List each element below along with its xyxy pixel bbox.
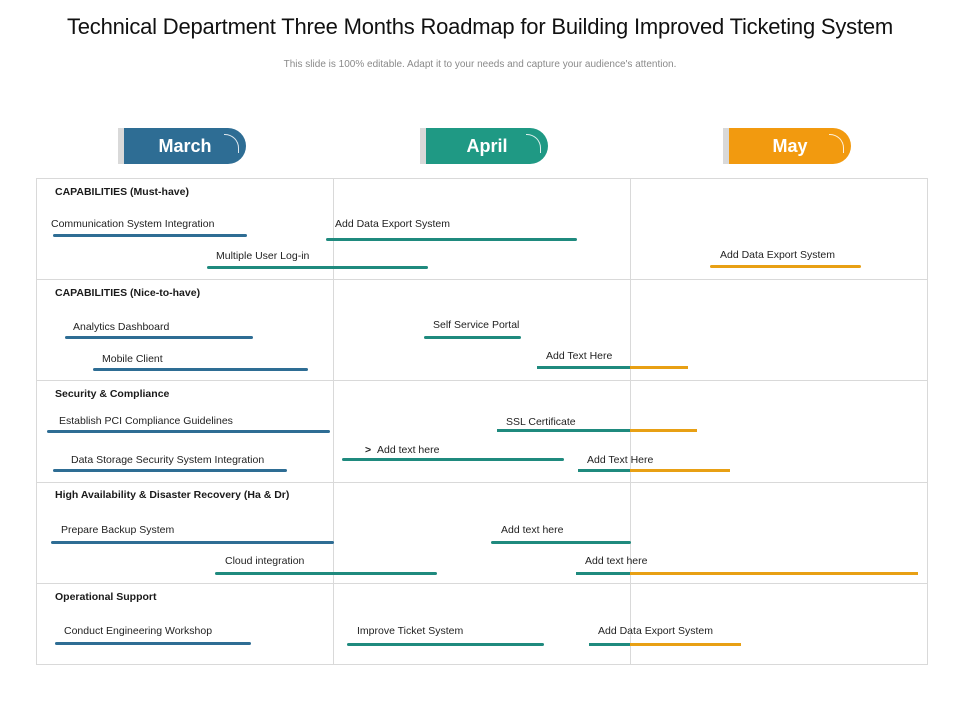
chevron-right-icon: > (365, 444, 372, 456)
curl-icon (526, 134, 541, 153)
task-label: Add Text Here (546, 350, 613, 362)
task-bar (497, 429, 697, 432)
task-label: Add Data Export System (598, 625, 713, 637)
task-bar (576, 572, 918, 575)
task-label: Add Data Export System (720, 249, 835, 261)
section-heading: Security & Compliance (55, 388, 170, 400)
task-label: Establish PCI Compliance Guidelines (59, 415, 233, 427)
roadmap-grid (36, 178, 928, 665)
task-bar (578, 469, 730, 472)
month-label: April (466, 136, 508, 156)
task-bar (47, 430, 330, 433)
task-bar (710, 265, 861, 268)
task-label: Self Service Portal (433, 319, 520, 331)
month-label: March (158, 136, 212, 156)
page-subtitle: This slide is 100% editable. Adapt it to… (283, 59, 677, 70)
month-may: May (729, 128, 851, 164)
task-bar (53, 234, 247, 237)
task-label: Add text here (585, 555, 648, 567)
curl-icon (829, 134, 844, 153)
task-bar (215, 572, 437, 575)
task-bar (589, 643, 741, 646)
grid-divider (36, 380, 928, 381)
task-bar (93, 368, 308, 371)
task-bar (347, 643, 544, 646)
task-label: Multiple User Log-in (216, 250, 310, 262)
task-label: Mobile Client (102, 353, 163, 365)
task-bar (342, 458, 564, 461)
grid-divider (36, 583, 928, 584)
section-heading: Operational Support (55, 591, 157, 603)
task-label: SSL Certificate (506, 416, 576, 428)
month-april: April (426, 128, 548, 164)
section-heading: CAPABILITIES (Must-have) (55, 186, 189, 198)
task-label: Conduct Engineering Workshop (64, 625, 213, 637)
task-bar (51, 541, 334, 544)
page-title: Technical Department Three Months Roadma… (66, 14, 894, 39)
task-bar (207, 266, 428, 269)
curl-icon (224, 134, 239, 153)
task-bar (53, 469, 287, 472)
task-label: Improve Ticket System (357, 625, 464, 637)
grid-divider (36, 279, 928, 280)
task-label: Analytics Dashboard (73, 321, 170, 333)
task-bar (65, 336, 253, 339)
task-bar (491, 541, 631, 544)
month-label: May (772, 136, 808, 156)
task-label: Add Text Here (587, 454, 654, 466)
task-label: > Add text here (365, 444, 439, 456)
section-heading: High Availability & Disaster Recovery (H… (55, 489, 290, 501)
task-bar (55, 642, 251, 645)
grid-divider (333, 178, 334, 665)
task-bar (326, 238, 577, 241)
task-label: Add Data Export System (335, 218, 450, 230)
task-bar (424, 336, 521, 339)
task-label: Cloud integration (225, 555, 305, 567)
task-label: Add text here (501, 524, 564, 536)
task-label: Prepare Backup System (61, 524, 175, 536)
task-label: Communication System Integration (51, 218, 215, 230)
task-label-text: Add text here (376, 444, 440, 456)
grid-divider (630, 178, 631, 665)
task-bar (537, 366, 688, 369)
grid-divider (36, 482, 928, 483)
month-march: March (124, 128, 246, 164)
task-label: Data Storage Security System Integration (71, 454, 265, 466)
section-heading: CAPABILITIES (Nice-to-have) (55, 287, 201, 299)
